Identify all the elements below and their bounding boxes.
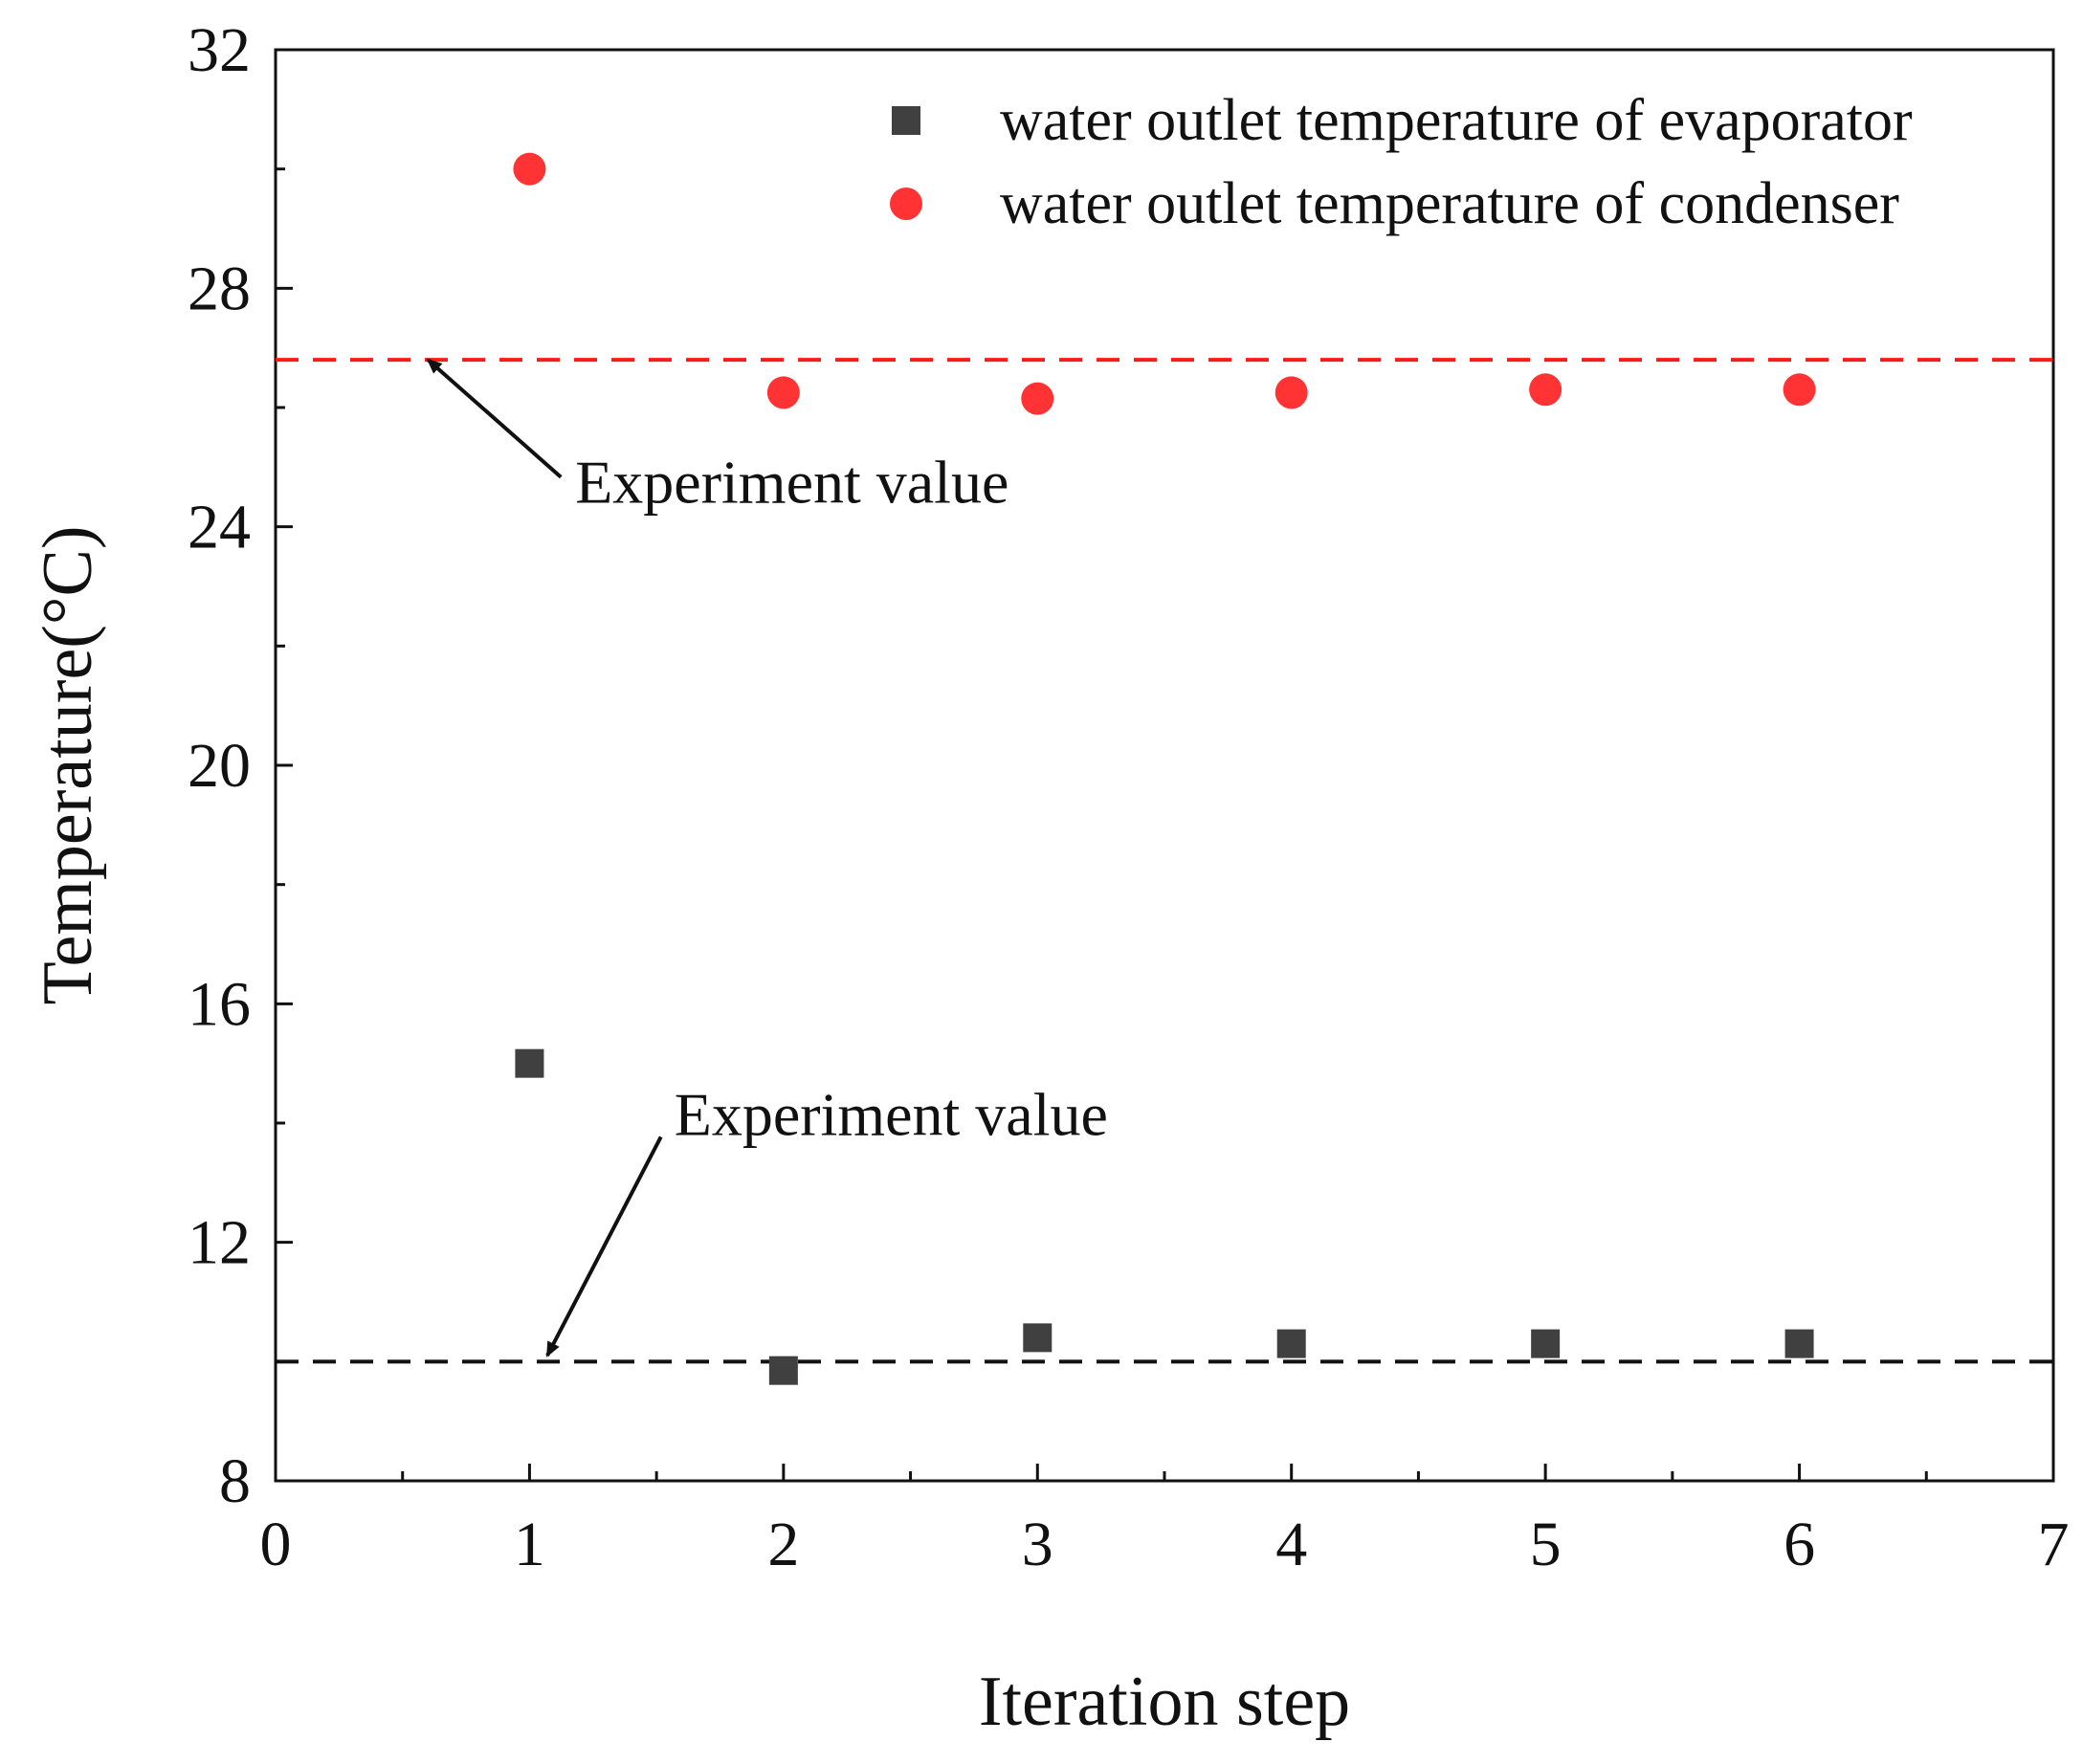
x-tick-label: 3: [1022, 1510, 1053, 1579]
legend-condenser-marker: [890, 187, 922, 220]
condenser-data-point: [1021, 382, 1054, 415]
x-tick-label: 6: [1784, 1510, 1815, 1579]
evaporator-data-point: [1784, 1329, 1814, 1358]
evaporator-data-point: [1531, 1329, 1561, 1358]
y-tick-label: 16: [188, 969, 251, 1039]
y-axis-label: Temperature(°C): [29, 525, 107, 1004]
legend-condenser-label: water outlet temperature of condenser: [1000, 171, 1899, 236]
legend-evaporator-marker: [892, 106, 920, 135]
evaporator-data-point: [1276, 1329, 1306, 1358]
plot-frame: [274, 48, 2055, 1483]
annotation-arrow: [545, 1136, 663, 1357]
condenser-data-point: [1529, 373, 1562, 407]
experiment-value-label: Experiment value: [575, 449, 1008, 517]
experiment-value-label: Experiment value: [675, 1080, 1108, 1148]
legend: water outlet temperature of evaporator wa…: [890, 88, 1913, 236]
x-tick-label: 5: [1530, 1510, 1562, 1579]
evaporator-data-point: [768, 1356, 798, 1385]
condenser-data-point: [513, 152, 546, 186]
condenser-data-point: [766, 376, 800, 409]
condenser-data-point: [1274, 376, 1308, 409]
x-tick-label: 4: [1275, 1510, 1307, 1579]
condenser-data-point: [1783, 373, 1816, 407]
y-tick-label: 8: [219, 1446, 251, 1516]
x-axis-label: Iteration step: [979, 1663, 1350, 1741]
y-tick-label: 12: [188, 1208, 251, 1278]
y-tick-label: 24: [188, 493, 251, 562]
x-tick-label: 1: [514, 1510, 545, 1579]
x-tick-label: 0: [260, 1510, 292, 1579]
evaporator-data-point: [1023, 1323, 1053, 1353]
legend-evaporator-label: water outlet temperature of evaporator: [1000, 88, 1913, 153]
data-points: [513, 152, 1816, 1385]
x-tick-label: 2: [767, 1510, 799, 1579]
annotation-arrow: [426, 358, 563, 479]
y-tick-label: 32: [188, 15, 251, 85]
y-tick-label: 20: [188, 731, 251, 801]
evaporator-data-point: [515, 1048, 544, 1078]
y-tick-label: 28: [188, 254, 251, 323]
annotations: Experiment value Experiment value: [426, 358, 1108, 1357]
x-tick-label: 7: [2038, 1510, 2070, 1579]
